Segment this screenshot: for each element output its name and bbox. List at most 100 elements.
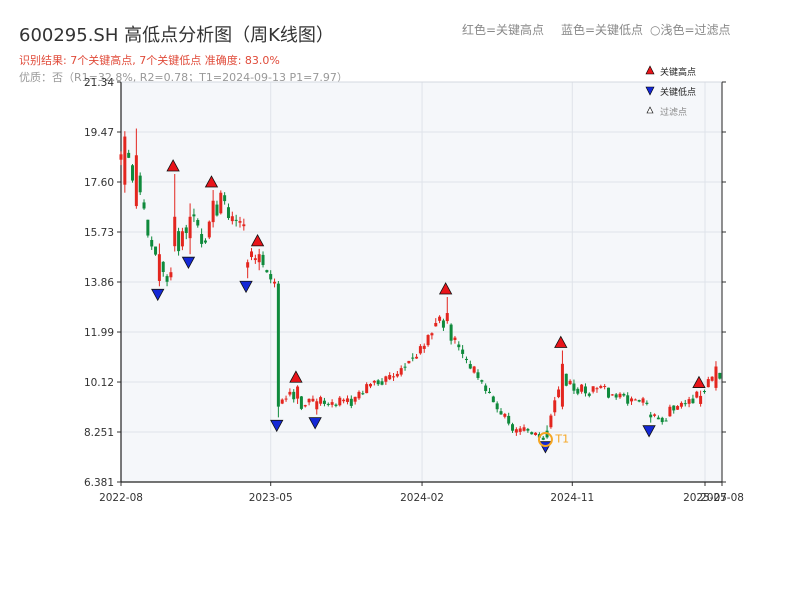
candle-body: [591, 386, 595, 392]
candle-body: [123, 136, 127, 185]
candle-body: [564, 373, 568, 386]
candle: [599, 384, 603, 389]
candle-body: [464, 358, 468, 361]
candle: [395, 370, 399, 378]
candle-body: [315, 401, 319, 410]
candle: [461, 345, 465, 359]
candle: [238, 216, 242, 228]
candle: [422, 343, 426, 353]
candle-body: [614, 394, 618, 398]
candle: [411, 353, 415, 362]
candle: [334, 403, 338, 408]
candle-body: [595, 388, 599, 390]
candle: [656, 415, 660, 420]
key-low-marker: [151, 288, 165, 302]
candle-body: [606, 387, 610, 398]
candle: [369, 383, 373, 389]
candle: [576, 387, 580, 396]
candle: [530, 431, 534, 435]
candle-body: [622, 393, 626, 396]
candle-body: [630, 398, 634, 402]
candle: [468, 360, 472, 370]
candle-body: [380, 381, 384, 385]
key-high-marker: [166, 159, 180, 172]
candle-body: [307, 398, 311, 403]
candle-body: [157, 254, 161, 281]
candle-body: [418, 346, 422, 354]
key-high-marker: [438, 282, 453, 295]
t1-label: T1: [554, 433, 569, 446]
candle: [626, 392, 630, 406]
candle-body: [438, 316, 442, 321]
candle-body: [384, 376, 388, 382]
candle-body: [580, 384, 584, 392]
key-low-marker: [270, 419, 284, 433]
candle-body: [223, 195, 227, 202]
candle-body: [422, 345, 426, 349]
candle: [518, 426, 522, 435]
candle: [257, 248, 261, 271]
candle: [637, 399, 641, 403]
legend-high-triangle-icon: [645, 65, 655, 75]
candle: [534, 432, 538, 436]
candle-body: [541, 437, 545, 440]
candle-body: [238, 221, 242, 223]
legend-filter-point-label: 过滤点: [660, 106, 687, 118]
candle: [380, 378, 384, 386]
candle-body: [637, 400, 641, 402]
candle: [284, 395, 288, 402]
y-tick-label: 19.47: [84, 127, 114, 139]
candle-body: [169, 272, 173, 278]
legend-low-triangle-icon: [645, 86, 655, 96]
candle-body: [568, 380, 572, 385]
candle: [399, 365, 403, 377]
candle-body: [714, 366, 718, 388]
candle-body: [576, 388, 580, 394]
candle: [365, 382, 369, 394]
candle-body: [583, 386, 587, 394]
candle-body: [660, 417, 664, 423]
legend-high-label: 关键高点: [660, 66, 696, 78]
candle: [687, 396, 691, 408]
candle: [242, 218, 246, 231]
candle: [710, 376, 714, 382]
candle: [591, 386, 595, 394]
candle-body: [407, 360, 411, 364]
candle: [250, 248, 254, 261]
axis-layer: 6.381 8.251 10.12 11.99 13.86 15.73 17.60 19.47…: [84, 77, 744, 504]
candle: [464, 356, 468, 364]
candle: [261, 251, 265, 268]
legend-blue-low: 蓝色=关键低点: [561, 23, 644, 37]
candle-body: [353, 396, 357, 402]
candle-body: [645, 402, 649, 404]
side-legend: 关键高点 关键低点 过滤点: [645, 65, 696, 118]
candle-body: [668, 406, 672, 417]
candle-body: [445, 313, 449, 322]
candle-body: [365, 384, 369, 394]
result-summary: 识别结果: 7个关键高点, 7个关键低点 准确度: 83.0%: [19, 54, 280, 67]
key-high-marker: [554, 335, 568, 348]
candle: [384, 375, 388, 385]
candle-body: [449, 324, 453, 341]
candle: [580, 383, 584, 394]
y-tick-label: 11.99: [84, 327, 114, 339]
candle-body: [376, 380, 380, 385]
candle: [345, 395, 349, 405]
candle-body: [553, 400, 557, 413]
candle-body: [230, 216, 234, 222]
candle: [338, 396, 342, 407]
candle: [253, 254, 257, 264]
candle-body: [415, 356, 419, 359]
candle-body: [461, 349, 465, 354]
candle: [495, 401, 499, 413]
candle: [211, 190, 215, 228]
candle: [603, 384, 607, 390]
candle: [223, 192, 227, 205]
candle: [196, 218, 200, 228]
candle: [480, 379, 484, 384]
key-low-marker: [239, 280, 253, 294]
key-low-marker: [308, 417, 322, 430]
legend-filter: ○浅色=过滤点: [650, 21, 731, 38]
candle-body: [484, 385, 488, 391]
